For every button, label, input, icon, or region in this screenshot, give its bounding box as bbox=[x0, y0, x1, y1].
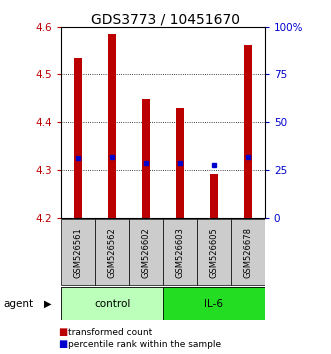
Bar bbox=[176, 108, 184, 218]
FancyBboxPatch shape bbox=[95, 219, 129, 285]
FancyBboxPatch shape bbox=[61, 287, 163, 320]
FancyBboxPatch shape bbox=[197, 219, 231, 285]
Text: transformed count: transformed count bbox=[68, 327, 152, 337]
Text: GSM526562: GSM526562 bbox=[108, 227, 117, 278]
Text: IL-6: IL-6 bbox=[205, 298, 223, 309]
Bar bbox=[210, 174, 218, 218]
FancyBboxPatch shape bbox=[61, 219, 95, 285]
Bar bbox=[244, 45, 252, 218]
FancyBboxPatch shape bbox=[129, 219, 163, 285]
Text: GSM526602: GSM526602 bbox=[142, 227, 151, 278]
Bar bbox=[108, 34, 117, 218]
FancyBboxPatch shape bbox=[163, 219, 197, 285]
Text: GSM526605: GSM526605 bbox=[210, 227, 218, 278]
Text: percentile rank within the sample: percentile rank within the sample bbox=[68, 339, 221, 349]
FancyBboxPatch shape bbox=[231, 219, 265, 285]
Bar bbox=[74, 58, 82, 218]
FancyBboxPatch shape bbox=[163, 287, 265, 320]
Bar bbox=[142, 99, 150, 218]
Text: GSM526678: GSM526678 bbox=[243, 227, 252, 278]
Text: control: control bbox=[94, 298, 130, 309]
Text: agent: agent bbox=[3, 298, 33, 309]
Text: ■: ■ bbox=[58, 327, 67, 337]
Text: GDS3773 / 10451670: GDS3773 / 10451670 bbox=[91, 12, 240, 27]
Text: GSM526603: GSM526603 bbox=[175, 227, 184, 278]
Text: GSM526561: GSM526561 bbox=[74, 227, 83, 278]
Text: ▶: ▶ bbox=[44, 298, 52, 309]
Text: ■: ■ bbox=[58, 339, 67, 349]
